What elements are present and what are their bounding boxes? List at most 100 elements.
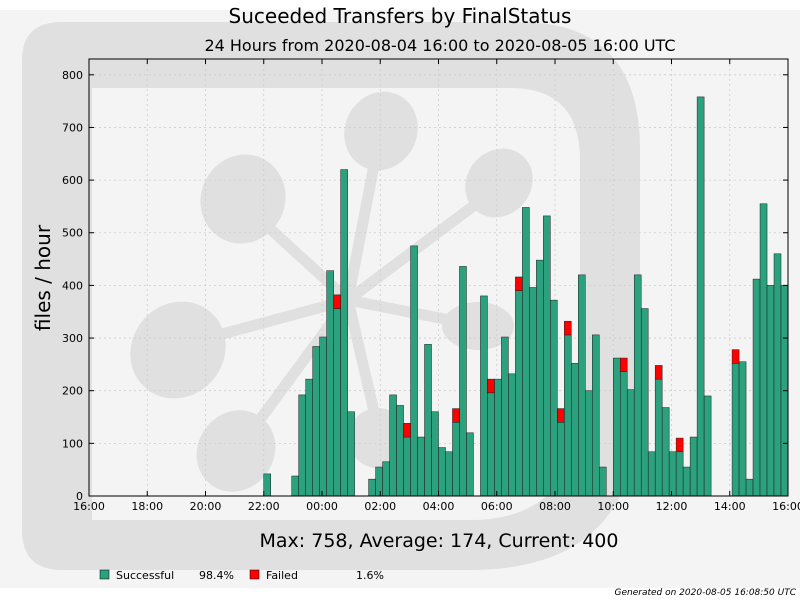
bar-failed — [487, 378, 495, 394]
bar-successful — [543, 215, 551, 497]
bar-successful — [431, 411, 439, 497]
bar-successful — [459, 266, 467, 497]
chart-title: Suceeded Transfers by FinalStatus — [229, 4, 572, 28]
bar-successful — [564, 334, 572, 497]
bar-failed — [654, 365, 663, 380]
y-tick-label: 0 — [76, 490, 83, 503]
bar-successful — [382, 461, 390, 497]
bar-successful — [312, 346, 320, 497]
x-tick-label: 16:00 — [772, 500, 800, 513]
bar-successful — [291, 475, 299, 497]
legend-swatch-failed — [249, 569, 260, 580]
y-axis-ticks: 0 100 200 300 400 500 600 700 800 — [62, 69, 788, 503]
legend-swatch-successful — [99, 569, 110, 580]
bar-successful — [480, 295, 488, 497]
generated-timestamp: Generated on 2020-08-05 16:08:50 UTC — [615, 588, 797, 598]
bar-successful — [773, 253, 782, 497]
bar-successful — [640, 308, 649, 497]
bar-successful — [438, 447, 446, 497]
bar-successful — [410, 245, 418, 497]
bar-successful — [738, 361, 747, 497]
y-tick-label: 700 — [62, 121, 83, 134]
bar-successful — [668, 451, 677, 497]
bar-successful — [571, 363, 579, 497]
bar-successful — [326, 270, 334, 497]
bar-successful — [375, 466, 383, 497]
bar-failed — [515, 276, 523, 291]
bar-successful — [319, 336, 327, 497]
bars-group — [263, 96, 789, 497]
bar-successful — [305, 378, 313, 497]
bar-successful — [682, 466, 691, 497]
bar-successful — [333, 308, 341, 497]
bar-failed — [731, 349, 740, 364]
bar-successful — [613, 357, 621, 497]
y-tick-label: 400 — [62, 279, 83, 292]
bar-successful — [592, 334, 600, 497]
y-tick-label: 800 — [62, 69, 83, 82]
bar-successful — [466, 432, 474, 497]
bar-successful — [766, 285, 775, 497]
bar-successful — [529, 287, 537, 497]
bar-successful — [578, 274, 586, 497]
grid-lines — [89, 59, 788, 496]
bar-successful — [731, 363, 740, 497]
x-tick-label: 00:00 — [306, 500, 338, 513]
bar-successful — [536, 259, 544, 497]
bar-successful — [487, 392, 495, 497]
bar-successful — [626, 389, 635, 497]
bar-successful — [675, 451, 684, 497]
bar-successful — [689, 436, 698, 497]
y-tick-label: 100 — [62, 437, 83, 450]
bar-successful — [452, 422, 460, 497]
stats-summary: Max: 758, Average: 174, Current: 400 — [260, 530, 619, 552]
bar-successful — [522, 207, 530, 497]
x-tick-label: 04:00 — [423, 500, 455, 513]
bar-successful — [696, 96, 705, 497]
bar-successful — [759, 203, 768, 497]
bar-successful — [619, 371, 628, 497]
bar-successful — [647, 451, 656, 497]
bar-successful — [654, 378, 663, 497]
bar-successful — [515, 290, 523, 497]
legend-label-successful: Successful — [116, 569, 174, 582]
bar-successful — [752, 278, 761, 497]
x-tick-label: 06:00 — [481, 500, 513, 513]
bar-successful — [508, 373, 516, 497]
bar-successful — [340, 169, 348, 497]
bar-successful — [389, 394, 397, 497]
x-tick-label: 20:00 — [190, 500, 222, 513]
x-tick-label: 10:00 — [597, 500, 629, 513]
y-tick-label: 200 — [62, 385, 83, 398]
bar-successful — [703, 395, 712, 497]
bar-successful — [368, 478, 376, 497]
y-tick-label: 600 — [62, 174, 83, 187]
bar-successful — [494, 378, 502, 497]
x-tick-label: 16:00 — [73, 500, 105, 513]
bar-successful — [633, 274, 642, 497]
x-axis-ticks: 16:00 18:00 20:00 22:00 00:00 02:00 04:00 06:00… — [73, 59, 800, 513]
x-tick-label: 02:00 — [364, 500, 396, 513]
bar-successful — [745, 478, 754, 497]
bar-successful — [599, 466, 607, 497]
bar-failed — [564, 320, 572, 336]
x-tick-label: 18:00 — [131, 500, 163, 513]
bar-successful — [585, 390, 593, 497]
bar-failed — [403, 423, 411, 438]
bar-successful — [424, 344, 432, 497]
x-tick-label: 12:00 — [656, 500, 688, 513]
bar-failed — [452, 408, 460, 423]
bar-failed — [333, 294, 341, 309]
y-tick-label: 300 — [62, 332, 83, 345]
bar-successful — [263, 473, 271, 497]
bar-successful — [445, 451, 453, 497]
legend-percent-successful: 98.4% — [199, 569, 234, 582]
bar-successful — [550, 299, 558, 497]
bar-successful — [347, 411, 355, 497]
bar-successful — [396, 405, 404, 497]
bar-failed — [557, 408, 565, 423]
legend-percent-failed: 1.6% — [356, 569, 384, 582]
watermark-logo — [22, 22, 640, 570]
x-tick-label: 22:00 — [248, 500, 280, 513]
x-tick-label: 08:00 — [539, 500, 571, 513]
